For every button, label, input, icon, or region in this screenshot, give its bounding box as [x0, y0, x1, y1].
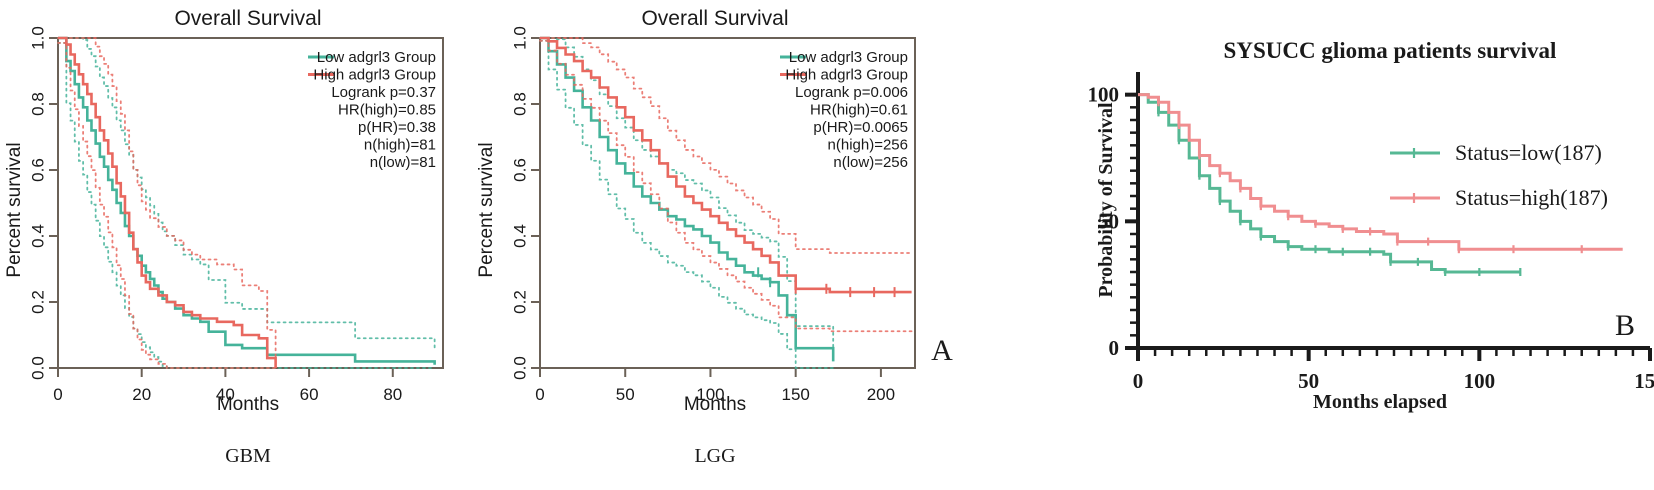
y-tick-label: 0.4 — [511, 224, 530, 248]
stat-annotation: Logrank p=0.37 — [331, 84, 436, 101]
gbm-title: Overall Survival — [174, 7, 321, 30]
sysucc-title: SYSUCC glioma patients survival — [1224, 38, 1557, 63]
sysucc-curves — [1138, 93, 1623, 276]
legend-label: Low adgrl3 Group — [789, 49, 908, 66]
x-tick-label: 200 — [867, 385, 895, 404]
legend-label: High adgrl3 Group — [785, 67, 908, 84]
x-tick-label: 50 — [616, 385, 635, 404]
sysucc-xlabel: Months elapsed — [1313, 391, 1447, 413]
legend-label: High adgrl3 Group — [313, 67, 436, 84]
stat-annotation: Logrank p=0.006 — [795, 84, 908, 101]
x-tick-label: 0 — [53, 385, 62, 404]
lgg-axis-ticks: 0 50 100 150 200 0.0 0.2 0.4 0.6 0.8 1.0 — [511, 26, 896, 404]
panel-gbm: Overall Survival Months Percent survival… — [0, 0, 470, 490]
y-tick-label: 0 — [1109, 336, 1120, 360]
y-tick-label: 50 — [1098, 209, 1119, 233]
lgg-curves — [539, 36, 913, 369]
x-tick-label: 0 — [535, 385, 544, 404]
lgg-ylabel: Percent survival — [476, 142, 497, 277]
sysucc-chart-svg: SYSUCC glioma patients survival Months e… — [1088, 38, 1654, 413]
y-tick-label: 0.4 — [29, 224, 48, 248]
stat-annotation: HR(high)=0.61 — [810, 102, 908, 119]
stat-annotation: HR(high)=0.85 — [338, 102, 436, 119]
lgg-title: Overall Survival — [641, 7, 788, 30]
gbm-ylabel: Percent survival — [4, 142, 25, 277]
y-tick-label: 0.2 — [511, 290, 530, 314]
x-tick-label: 60 — [300, 385, 319, 404]
survival-curve — [1138, 93, 1623, 251]
x-tick-label: 20 — [132, 385, 151, 404]
confidence-band — [539, 37, 913, 254]
confidence-band — [57, 42, 277, 369]
panel-label-b: B — [1615, 309, 1635, 342]
gbm-chart-svg: Overall Survival Months Percent survival… — [4, 7, 444, 467]
x-tick-label: 0 — [1133, 369, 1144, 393]
stat-annotation: n(low)=256 — [833, 154, 908, 171]
confidence-band — [57, 42, 436, 369]
survival-curve — [540, 36, 912, 294]
y-tick-label: 0.6 — [29, 158, 48, 182]
legend-label: Status=high(187) — [1455, 185, 1608, 210]
x-tick-label: 100 — [1464, 369, 1496, 393]
y-tick-label: 100 — [1088, 83, 1120, 107]
y-tick-label: 0.2 — [29, 290, 48, 314]
confidence-band — [57, 37, 436, 350]
x-tick-label: 150 — [1634, 369, 1654, 393]
gbm-curves — [57, 36, 436, 369]
y-tick-label: 1.0 — [511, 26, 530, 50]
panel-sysucc: SYSUCC glioma patients survival Months e… — [1080, 0, 1654, 490]
y-tick-label: 1.0 — [29, 26, 48, 50]
gbm-axis-ticks: 0 20 40 60 80 0.0 0.2 0.4 0.6 0.8 1.0 — [29, 26, 403, 404]
x-tick-label: 40 — [216, 385, 235, 404]
x-tick-label: 100 — [696, 385, 724, 404]
x-tick-label: 50 — [1298, 369, 1319, 393]
survival-curve — [58, 36, 436, 365]
y-tick-label: 0.0 — [511, 356, 530, 380]
stat-annotation: p(HR)=0.0065 — [813, 119, 908, 136]
survival-curve — [58, 36, 277, 368]
confidence-band — [539, 39, 835, 369]
y-tick-label: 0.8 — [511, 92, 530, 116]
stat-annotation: n(low)=81 — [370, 154, 436, 171]
stat-annotation: n(high)=81 — [364, 137, 436, 154]
gbm-plot-area: 0 20 40 60 80 0.0 0.2 0.4 0.6 0.8 1.0 — [29, 26, 444, 404]
sysucc-plot-area: 0 50 100 150 0 50 100 — [1088, 72, 1654, 393]
confidence-band — [539, 37, 835, 350]
lgg-plot-area: 0 50 100 150 200 0.0 0.2 0.4 0.6 0.8 1.0 — [511, 26, 916, 404]
confidence-band — [57, 37, 277, 364]
legend-label: Low adgrl3 Group — [317, 49, 436, 66]
sysucc-ylabel: Probability of Survival — [1095, 102, 1117, 298]
y-tick-label: 0.8 — [29, 92, 48, 116]
x-tick-label: 80 — [383, 385, 402, 404]
stat-annotation: p(HR)=0.38 — [358, 119, 436, 136]
legend-label: Status=low(187) — [1455, 140, 1602, 165]
panel-label-a: A — [931, 334, 953, 367]
x-tick-label: 150 — [781, 385, 809, 404]
stat-annotation: n(high)=256 — [828, 137, 908, 154]
confidence-band — [539, 39, 913, 333]
sysucc-legend: Status=low(187) Status=high(187) — [1390, 140, 1608, 210]
lgg-xlabel: Months — [684, 394, 746, 415]
sysucc-axis-ticks: 0 50 100 150 0 50 100 — [1088, 83, 1654, 393]
panel-lgg: Overall Survival Months Percent survival… — [470, 0, 970, 490]
survival-curve — [540, 36, 835, 362]
survival-curve — [1138, 93, 1521, 274]
y-tick-label: 0.6 — [511, 158, 530, 182]
gbm-caption: GBM — [225, 445, 271, 467]
lgg-chart-svg: Overall Survival Months Percent survival… — [476, 7, 953, 467]
lgg-caption: LGG — [694, 445, 735, 467]
gbm-xlabel: Months — [217, 394, 279, 415]
y-tick-label: 0.0 — [29, 356, 48, 380]
